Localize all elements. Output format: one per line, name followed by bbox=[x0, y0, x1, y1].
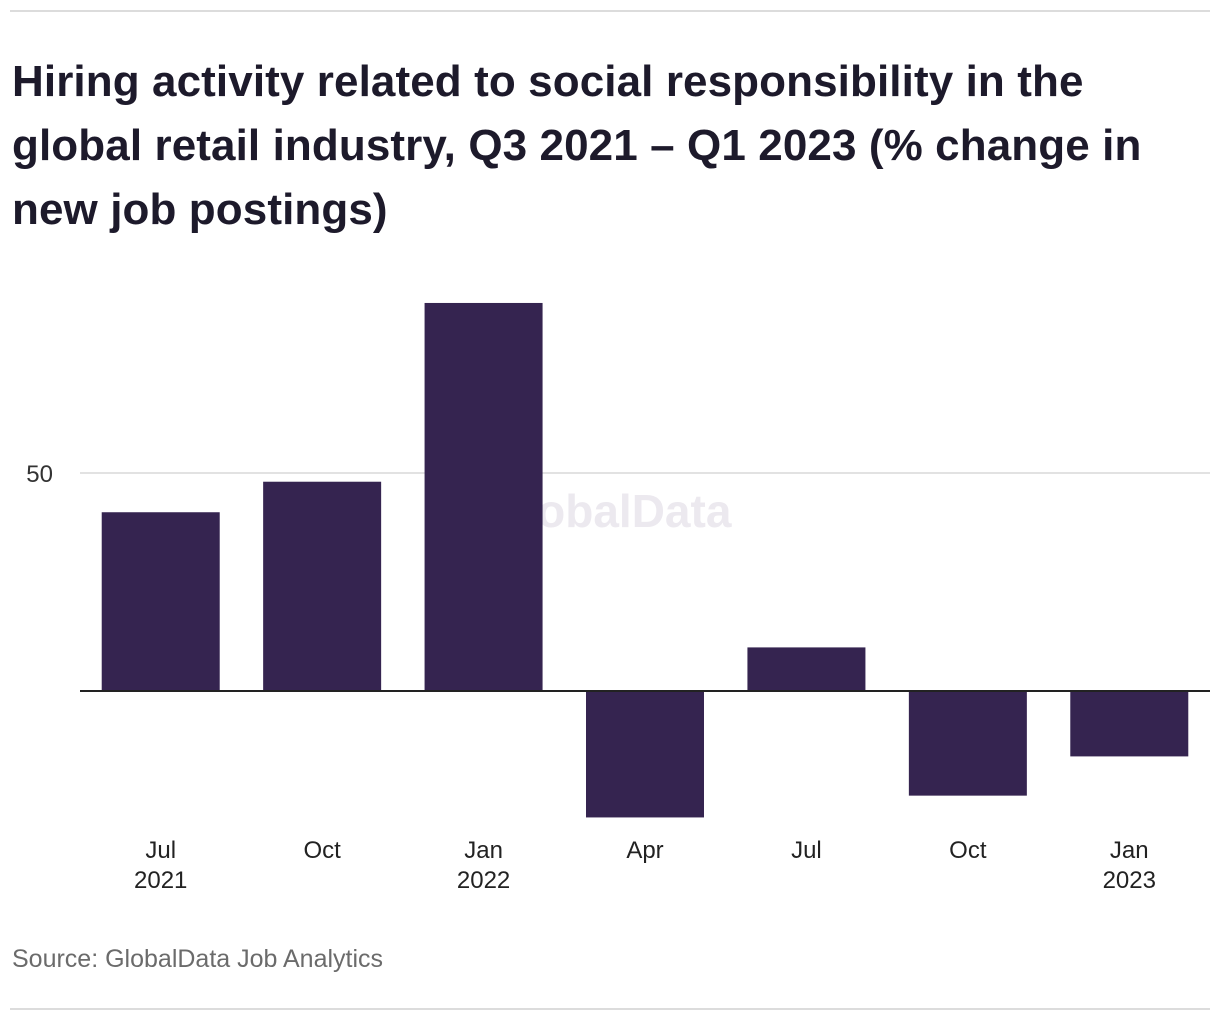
x-tick-year-label: 2023 bbox=[1103, 867, 1156, 894]
x-tick-label: Oct bbox=[949, 837, 987, 864]
bar-4 bbox=[747, 647, 866, 691]
source-note: Source: GlobalData Job Analytics bbox=[12, 945, 384, 973]
bar-3 bbox=[586, 691, 704, 818]
y-tick-label: 50 bbox=[26, 461, 53, 488]
x-tick-label: Jul bbox=[145, 837, 176, 864]
bar-6 bbox=[1070, 691, 1189, 757]
bottom-rule bbox=[10, 1008, 1210, 1010]
top-rule bbox=[10, 10, 1210, 12]
x-tick-label: Jul bbox=[791, 837, 822, 864]
chart-title: Hiring activity related to social respon… bbox=[12, 57, 1142, 234]
x-tick-label: Jan bbox=[464, 837, 503, 864]
bar-1 bbox=[263, 481, 382, 691]
x-tick-year-label: 2022 bbox=[457, 867, 510, 894]
x-tick-year-label: 2021 bbox=[134, 867, 187, 894]
bar-2 bbox=[424, 302, 543, 691]
x-tick-label: Apr bbox=[626, 837, 663, 864]
bar-5 bbox=[908, 691, 1027, 796]
bar-0 bbox=[101, 512, 220, 691]
x-tick-label: Jan bbox=[1110, 837, 1149, 864]
x-tick-label: Oct bbox=[303, 837, 341, 864]
